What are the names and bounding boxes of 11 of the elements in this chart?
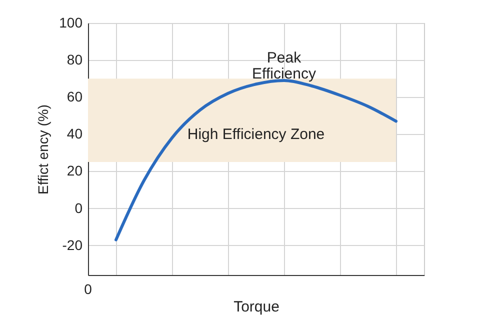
y-tick-label: 40 xyxy=(66,126,83,142)
y-tick-label: 0 xyxy=(74,200,83,216)
x-axis-title: Torque xyxy=(234,298,280,316)
y-tick-label: 20 xyxy=(66,162,83,179)
y-tick-label: 100 xyxy=(59,14,83,30)
y-tick-label: -20 xyxy=(62,236,83,253)
y-tick-label: 80 xyxy=(66,52,83,68)
y-axis-title: Effict ency (%) xyxy=(35,104,52,194)
annotation: Peak Efficiency xyxy=(252,49,316,82)
y-tick-label: 60 xyxy=(66,88,83,105)
band-label: High Efficiency Zone xyxy=(187,126,325,144)
